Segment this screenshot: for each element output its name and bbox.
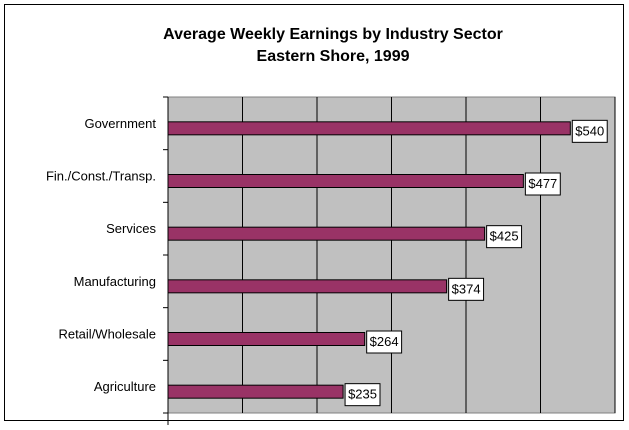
- value-label: $264: [370, 334, 399, 349]
- value-label: $374: [452, 281, 481, 296]
- chart-subtitle: Eastern Shore, 1999: [257, 48, 410, 65]
- bar: [167, 174, 524, 188]
- bar: [167, 121, 571, 136]
- value-label-box: [448, 277, 485, 301]
- chart-title: Average Weekly Earnings by Industry Sect…: [163, 26, 503, 43]
- y-tick-label: Government: [84, 116, 156, 131]
- y-tick-label: Manufacturing: [74, 274, 156, 289]
- value-label: $477: [528, 176, 557, 191]
- value-label-box: [486, 225, 523, 249]
- value-label-box: [524, 172, 561, 196]
- value-label: $540: [575, 123, 604, 138]
- y-tick-label: Retail/Wholesale: [58, 326, 156, 341]
- value-label-box: [571, 119, 608, 143]
- value-label-box: [344, 383, 381, 407]
- bar: [167, 279, 448, 294]
- y-tick-label: Fin./Const./Transp.: [46, 168, 156, 183]
- y-tick-label: Agriculture: [94, 379, 156, 394]
- value-label-box: [366, 330, 403, 354]
- bar: [167, 332, 366, 346]
- bar: [167, 384, 344, 399]
- bar: [167, 226, 486, 241]
- y-tick-label: Services: [106, 221, 156, 236]
- value-label: $425: [490, 229, 519, 244]
- value-label: $235: [348, 387, 377, 402]
